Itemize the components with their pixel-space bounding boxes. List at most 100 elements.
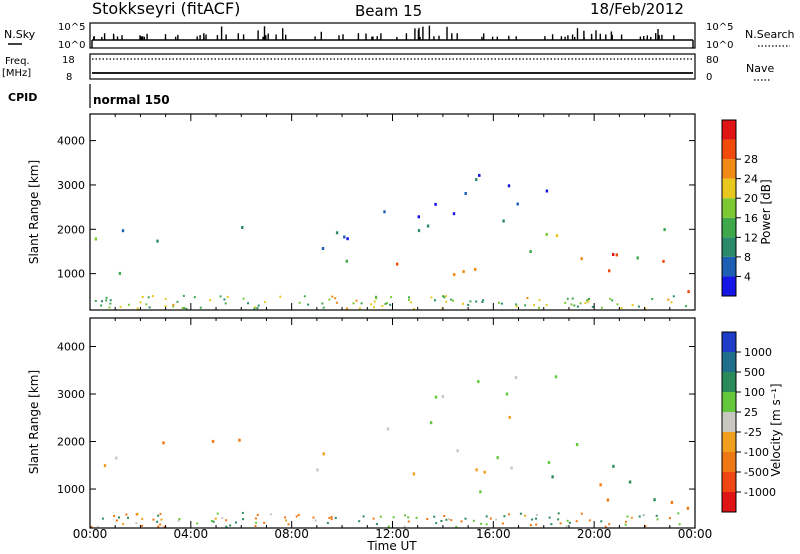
range-time-cell — [559, 522, 562, 525]
range-time-cell — [433, 515, 436, 518]
range-time-cell — [330, 515, 333, 518]
range-time-cell — [587, 300, 590, 303]
velocity-colorbar-tick-label: -25 — [744, 426, 762, 439]
range-time-cell — [600, 306, 603, 309]
range-time-cell — [670, 301, 673, 304]
power-colorbar-swatch — [722, 276, 736, 296]
range-time-cell — [127, 303, 130, 306]
range-time-cell — [105, 296, 108, 299]
range-time-cell — [229, 524, 232, 527]
velocity-colorbar-tick-label: -100 — [744, 446, 769, 459]
range-time-cell — [426, 224, 430, 228]
range-time-cell — [501, 522, 504, 525]
time-tick-label: 00:00 — [678, 527, 713, 541]
range-time-cell — [96, 526, 99, 528]
velocity-colorbar-swatch — [722, 352, 736, 372]
velocity-colorbar-swatch — [722, 432, 736, 452]
range-time-cell — [176, 300, 179, 303]
range-time-cell — [482, 299, 485, 302]
range-time-cell — [412, 472, 416, 476]
range-time-cell — [312, 516, 315, 519]
range-time-cell — [404, 514, 406, 517]
range-time-cell — [599, 483, 602, 487]
range-time-cell — [545, 232, 548, 236]
range-time-cell — [538, 306, 540, 309]
range-time-cell — [113, 515, 115, 517]
range-time-cell — [510, 466, 513, 470]
range-time-cell — [685, 305, 687, 308]
range-time-cell — [256, 514, 259, 516]
range-time-cell — [257, 304, 260, 307]
power-colorbar-tick-label: 16 — [744, 212, 758, 225]
power-colorbar-label: Power [dB] — [759, 179, 773, 244]
range-time-cell — [417, 215, 420, 219]
range-time-cell — [157, 514, 160, 517]
range-time-cell — [403, 525, 406, 528]
range-time-cell — [224, 302, 227, 305]
range-time-cell — [94, 300, 97, 302]
range-time-cell — [672, 295, 675, 298]
time-axis-label: Time UT — [366, 539, 417, 553]
range-time-cell — [254, 517, 257, 520]
range-time-cell — [358, 520, 361, 523]
range-time-cell — [485, 515, 488, 518]
range-time-cell — [548, 516, 551, 519]
power-colorbar-swatch — [722, 139, 736, 160]
range-time-cell — [604, 525, 607, 528]
power-colorbar-tick-label: 24 — [744, 173, 758, 186]
range-time-cell — [554, 375, 558, 379]
y-tick-label: 3000 — [57, 179, 85, 192]
range-time-cell — [242, 297, 245, 300]
range-time-cell — [182, 294, 185, 297]
range-time-cell — [469, 300, 472, 303]
range-time-cell — [396, 262, 399, 266]
range-time-cell — [429, 421, 433, 425]
range-time-cell — [570, 303, 573, 306]
range-time-cell — [555, 234, 559, 238]
nave-tick-low: 0 — [706, 72, 712, 83]
range-time-cell — [383, 210, 386, 214]
range-time-cell — [263, 301, 266, 304]
range-time-cell — [386, 302, 388, 305]
range-time-cell — [390, 296, 393, 299]
range-time-cell — [612, 253, 615, 256]
range-time-cell — [485, 523, 488, 526]
range-time-cell — [408, 296, 410, 299]
range-time-cell — [568, 521, 571, 524]
range-time-cell — [586, 299, 589, 302]
velocity-colorbar-swatch — [722, 452, 736, 472]
range-time-cell — [455, 525, 458, 528]
range-time-cell — [199, 306, 202, 309]
range-time-cell — [172, 305, 175, 308]
range-time-cell — [234, 521, 237, 524]
range-time-cell — [580, 257, 583, 261]
range-time-cell — [141, 296, 144, 298]
power-panel: 1000 2000 3000 4000 Slant Range [km] — [27, 113, 696, 311]
date-label: 18/Feb/2012 — [590, 0, 684, 18]
velocity-x-ticks — [89, 318, 696, 528]
range-time-cell — [352, 302, 355, 305]
range-time-cell — [644, 307, 647, 310]
range-time-cell — [109, 299, 112, 302]
range-time-cell — [362, 515, 365, 518]
range-time-cell — [151, 295, 154, 298]
range-time-cell — [334, 297, 337, 300]
range-time-cell — [413, 308, 415, 310]
nave-tick-high: 80 — [706, 55, 719, 66]
range-time-cell — [663, 228, 666, 232]
range-time-cell — [644, 525, 647, 527]
range-time-cell — [328, 517, 331, 519]
range-time-cell — [238, 438, 241, 442]
range-time-cell — [156, 239, 159, 243]
range-time-cell — [316, 468, 319, 472]
range-time-cell — [462, 302, 464, 305]
range-time-cell — [500, 302, 503, 305]
range-time-cell — [538, 299, 541, 302]
range-time-cell — [444, 295, 447, 298]
range-time-cell — [579, 302, 582, 305]
y-tick-label: 4000 — [57, 135, 85, 148]
range-time-cell — [478, 173, 481, 177]
range-time-cell — [159, 512, 162, 515]
range-time-cell — [498, 301, 500, 304]
range-time-cell — [628, 480, 632, 484]
